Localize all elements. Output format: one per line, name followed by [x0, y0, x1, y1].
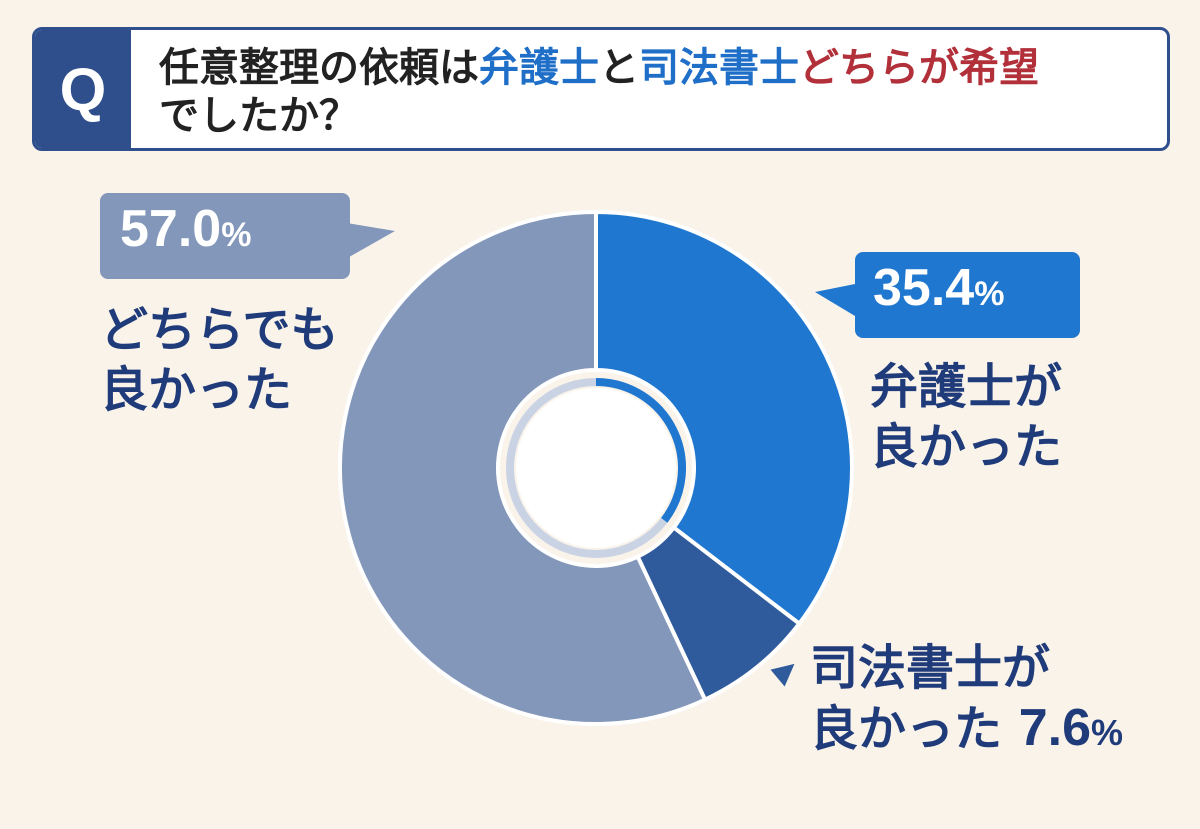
- question-line-2: でしたか？: [159, 93, 359, 139]
- value-shihoshoshi: 7.6: [1018, 699, 1092, 757]
- label-dochira: どちらでも 良かった: [100, 300, 339, 420]
- question-text-plain: 任意整理の依頼は: [159, 45, 479, 91]
- value-bengoshi: 35.4: [873, 259, 975, 317]
- slice-bengoshi: [594, 209, 854, 627]
- inner-ring-highlight: [595, 378, 686, 523]
- label-dochira-line1: どちらでも: [100, 302, 339, 358]
- unit-shihoshoshi: %: [1091, 712, 1124, 753]
- bubble-dochira: 57.0%: [100, 193, 395, 279]
- label-shihoshoshi-text: 良かった: [810, 701, 1003, 757]
- label-bengoshi-line2: 良かった: [870, 419, 1063, 475]
- bubble-bengoshi: 35.4%: [815, 252, 1080, 338]
- label-bengoshi-line1: 弁護士が: [870, 359, 1063, 415]
- question-box: Q 任意整理の依頼は弁護士と司法書士どちらが希望 でしたか？: [32, 27, 1170, 151]
- label-shihoshoshi: 司法書士が 良かった 7.6%: [810, 638, 1123, 763]
- question-text: 任意整理の依頼は弁護士と司法書士どちらが希望 でしたか？: [159, 44, 1147, 140]
- question-line-1: 任意整理の依頼は弁護士と司法書士どちらが希望: [159, 44, 1147, 92]
- value-dochira: 57.0: [120, 200, 222, 258]
- question-text-bengoshi: 弁護士: [479, 45, 599, 91]
- unit-bengoshi: %: [974, 275, 1005, 313]
- label-dochira-line2: 良かった: [100, 362, 293, 418]
- slice-dochira: [338, 209, 708, 726]
- unit-dochira: %: [221, 216, 252, 254]
- question-text-shihoshoshi: 司法書士: [639, 45, 799, 91]
- question-text-dochira: どちらが希望: [799, 45, 1039, 91]
- q-badge: Q: [35, 30, 131, 148]
- label-bengoshi: 弁護士が 良かった: [870, 357, 1062, 477]
- question-text-to: と: [599, 45, 639, 91]
- label-shihoshoshi-line1: 司法書士が: [810, 640, 1051, 696]
- label-shihoshoshi-line2: 良かった 7.6%: [810, 698, 1123, 763]
- donut-hole: [516, 388, 676, 548]
